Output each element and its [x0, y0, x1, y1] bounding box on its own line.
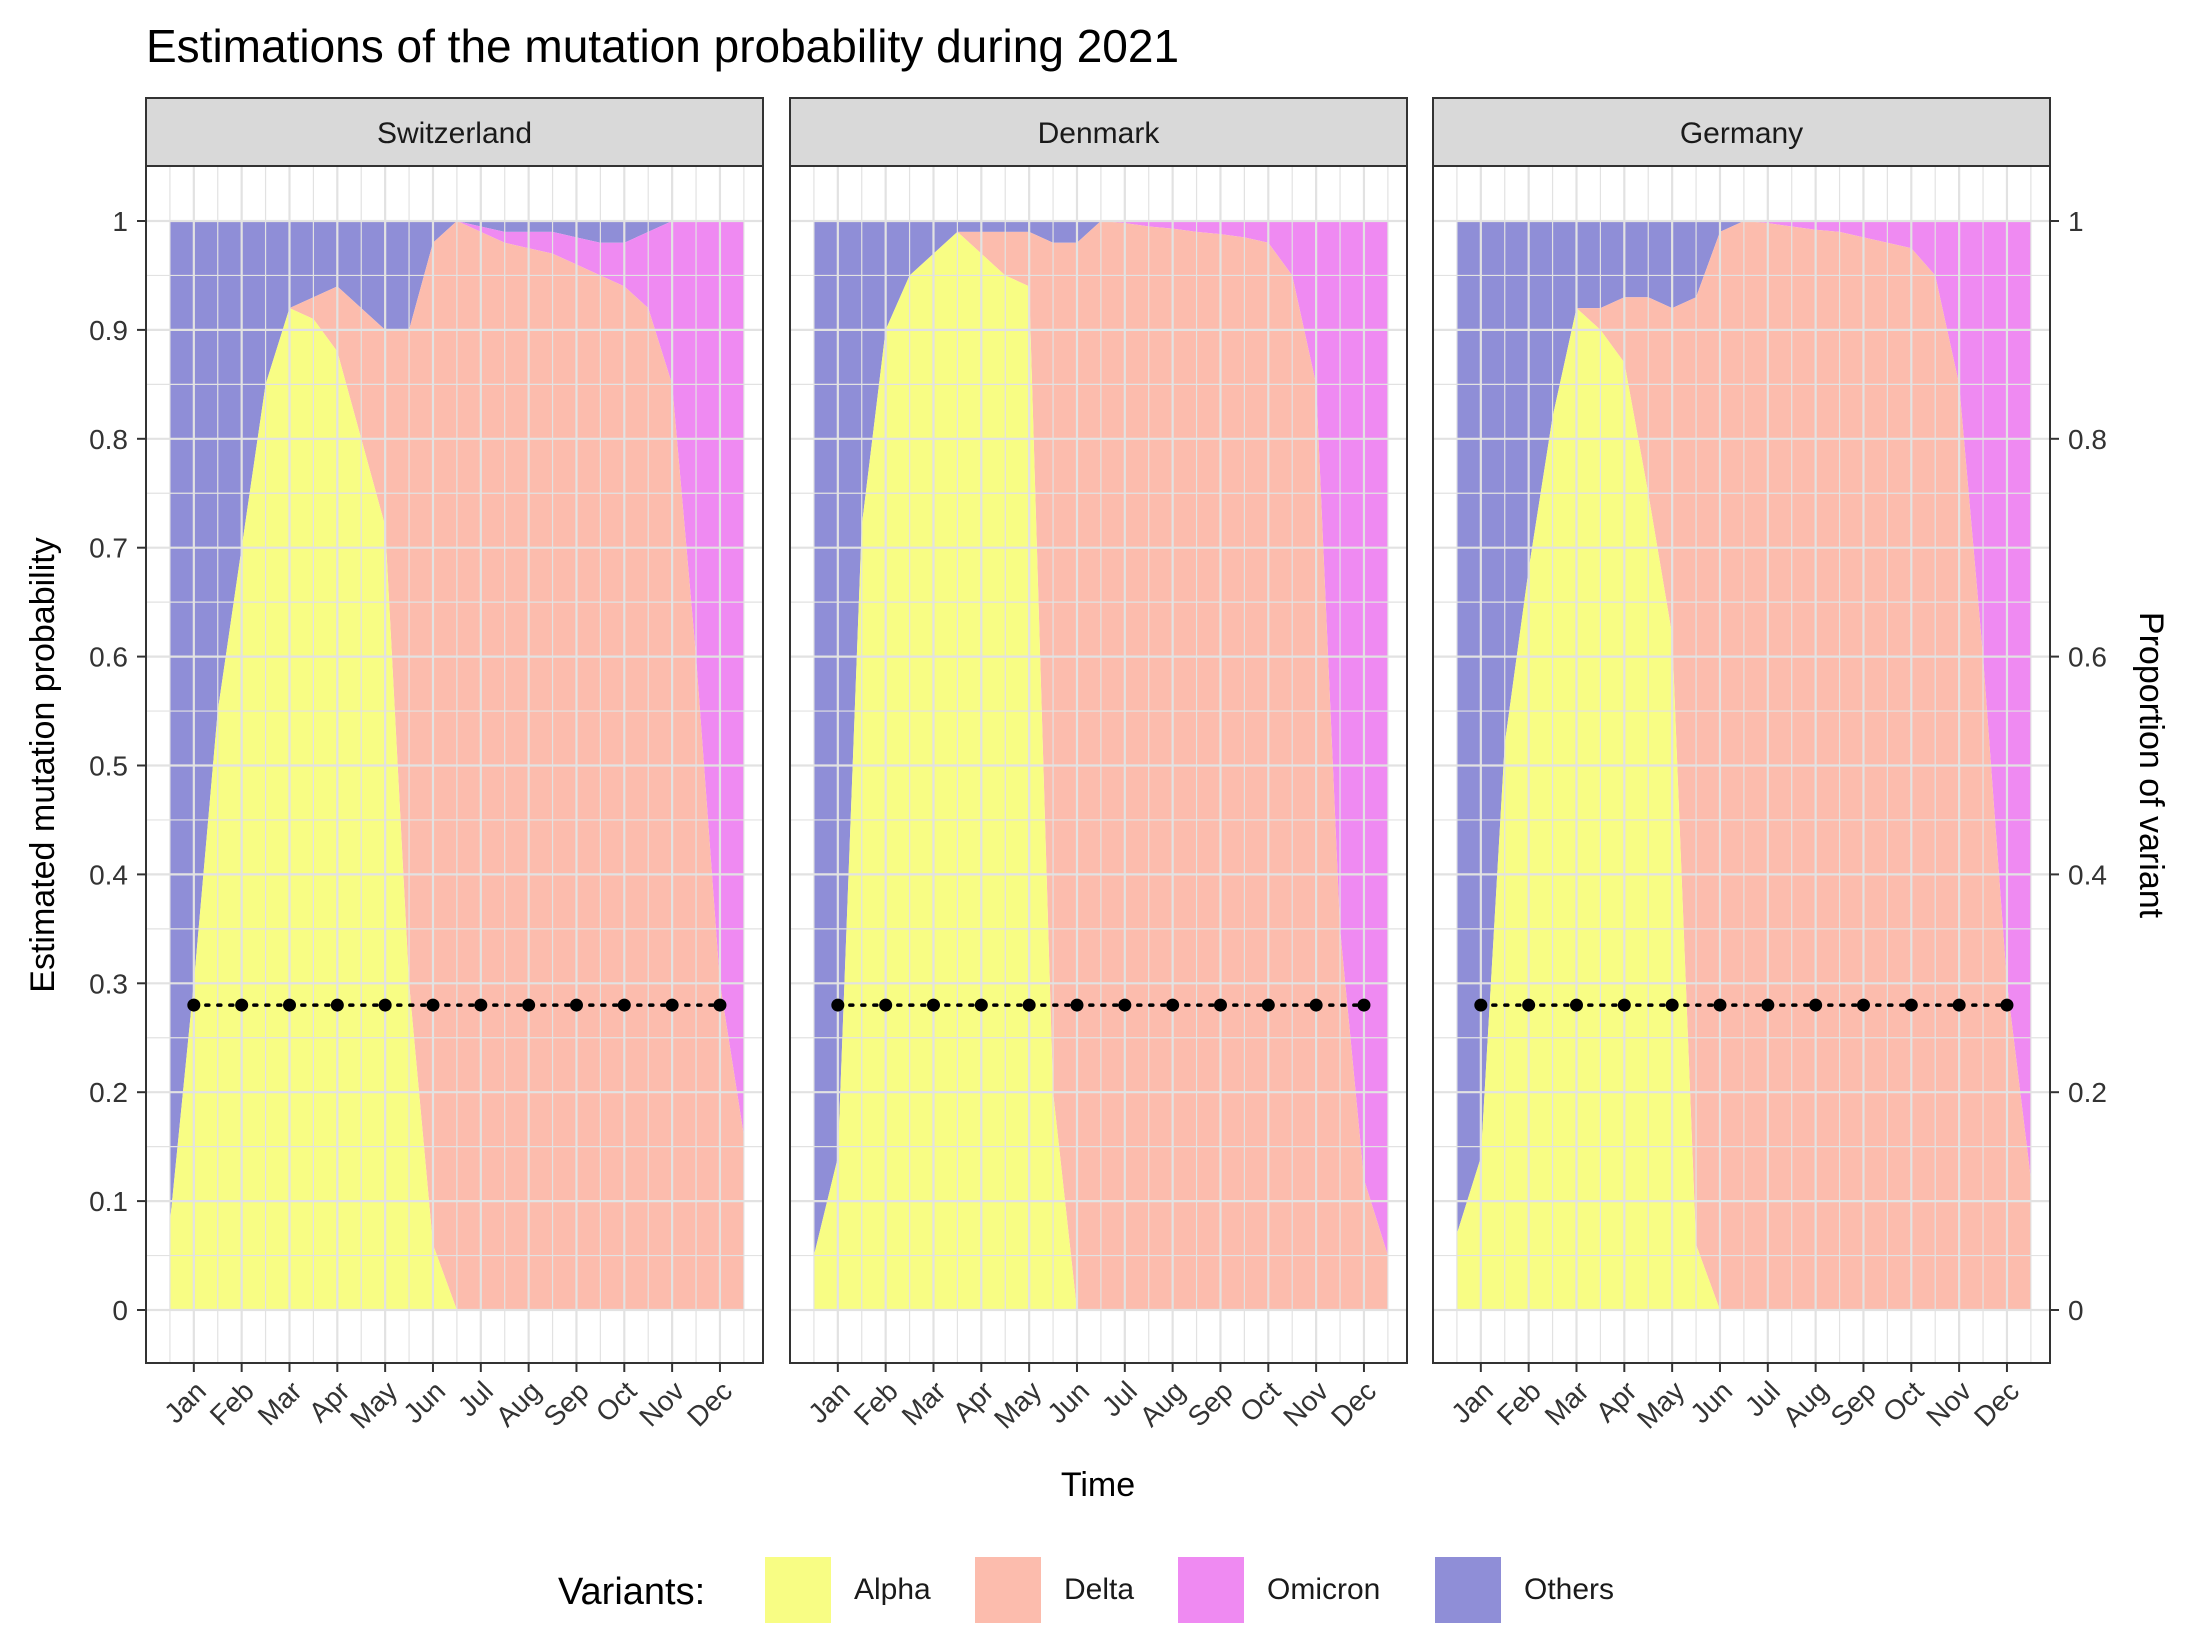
mutation-probability-point — [1522, 998, 1536, 1012]
omicron-area — [1456, 221, 2031, 1234]
mutation-probability-point — [879, 998, 893, 1012]
y-tick-label: 0.6 — [89, 642, 128, 673]
mutation-probability-point — [330, 998, 344, 1012]
mutation-probability-point — [1665, 998, 1679, 1012]
mutation-probability-point — [1213, 998, 1227, 1012]
legend-key-others — [1435, 1557, 1501, 1623]
y-tick-label: 0.3 — [89, 968, 128, 999]
mutation-probability-point — [235, 998, 249, 1012]
mutation-probability-point — [2000, 998, 2014, 1012]
mutation-probability-point — [1309, 998, 1323, 1012]
mutation-probability-point — [282, 998, 296, 1012]
mutation-probability-point — [926, 998, 940, 1012]
chart-title: Estimations of the mutation probability … — [146, 20, 1179, 72]
mutation-probability-point — [1474, 998, 1488, 1012]
mutation-probability-point — [426, 998, 440, 1012]
mutation-probability-point — [1261, 998, 1275, 1012]
legend-key-omicron — [1178, 1557, 1244, 1623]
mutation-probability-point — [522, 998, 536, 1012]
legend-key-alpha — [765, 1557, 831, 1623]
mutation-probability-point — [1952, 998, 1966, 1012]
y-tick-label: 0.1 — [89, 1186, 128, 1217]
y-tick-label: 0.5 — [89, 751, 128, 782]
y-tick-label: 0.4 — [89, 859, 128, 890]
legend: Variants: Alpha Delta Omicron Others — [558, 1557, 1614, 1623]
panel-border — [789, 165, 1408, 1364]
right-y-tick-label: 1 — [2068, 206, 2084, 237]
right-y-tick-label: 0 — [2068, 1295, 2084, 1326]
legend-label-alpha: Alpha — [854, 1573, 931, 1606]
mutation-probability-point — [474, 998, 488, 1012]
mutation-probability-point — [1166, 998, 1180, 1012]
y-axis-title: Estimated mutation probability — [24, 537, 62, 992]
others-area — [1456, 221, 2031, 1234]
y-tick-label: 1 — [112, 206, 128, 237]
mutation-probability-point — [713, 998, 727, 1012]
panel-grid — [145, 166, 763, 1363]
y-tick-label: 0.2 — [89, 1077, 128, 1108]
mutation-probability-point — [1569, 998, 1583, 1012]
legend-label-delta: Delta — [1064, 1573, 1134, 1606]
mutation-probability-point — [378, 998, 392, 1012]
right-y-tick-label: 0.6 — [2068, 642, 2107, 673]
right-y-axis: 0 0.2 0.4 0.6 0.8 1 — [2050, 206, 2107, 1326]
right-y-tick-label: 0.8 — [2068, 424, 2107, 455]
mutation-probability-point — [1118, 998, 1132, 1012]
mutation-probability-point — [1617, 998, 1631, 1012]
mutation-probability-point — [1809, 998, 1823, 1012]
mutation-probability-point — [1713, 998, 1727, 1012]
omicron-area — [169, 221, 744, 1223]
facet-strip-label: Germany — [1680, 117, 1803, 150]
y-tick-label: 0.7 — [89, 533, 128, 564]
mutation-probability-point — [1904, 998, 1918, 1012]
mutation-probability-point — [1070, 998, 1084, 1012]
legend-key-delta — [975, 1557, 1041, 1623]
mutation-probability-point — [1856, 998, 1870, 1012]
mutation-probability-point — [187, 998, 201, 1012]
facet-strip — [789, 97, 1408, 167]
mutation-probability-point — [1022, 998, 1036, 1012]
omicron-area — [813, 221, 1388, 1256]
mutation-probability-point — [617, 998, 631, 1012]
right-y-axis-title: Proportion of variant — [2132, 612, 2170, 919]
right-y-tick-label: 0.4 — [2068, 859, 2107, 890]
others-area — [169, 221, 744, 1223]
mutation-probability-point — [569, 998, 583, 1012]
x-axis-title: Time — [1061, 1466, 1135, 1504]
mutation-probability-point — [1761, 998, 1775, 1012]
legend-label-omicron: Omicron — [1267, 1573, 1380, 1606]
left-y-axis: 0 0.1 0.2 0.3 0.4 0.5 0.6 0.7 0.8 0.9 1 — [89, 206, 146, 1326]
facet-strip — [145, 97, 764, 167]
panel-border — [1432, 165, 2051, 1364]
legend-title: Variants: — [558, 1571, 705, 1613]
y-tick-label: 0.8 — [89, 424, 128, 455]
legend-label-others: Others — [1524, 1573, 1614, 1606]
mutation-probability-point — [1357, 998, 1371, 1012]
facet-strip-label: Denmark — [1038, 117, 1161, 150]
facet-strip-label: Switzerland — [377, 117, 532, 150]
mutation-probability-point — [831, 998, 845, 1012]
mutation-probability-point — [974, 998, 988, 1012]
others-area — [813, 221, 1388, 1256]
right-y-tick-label: 0.2 — [2068, 1077, 2107, 1108]
y-tick-label: 0 — [112, 1295, 128, 1326]
y-tick-label: 0.9 — [89, 315, 128, 346]
mutation-probability-point — [665, 998, 679, 1012]
